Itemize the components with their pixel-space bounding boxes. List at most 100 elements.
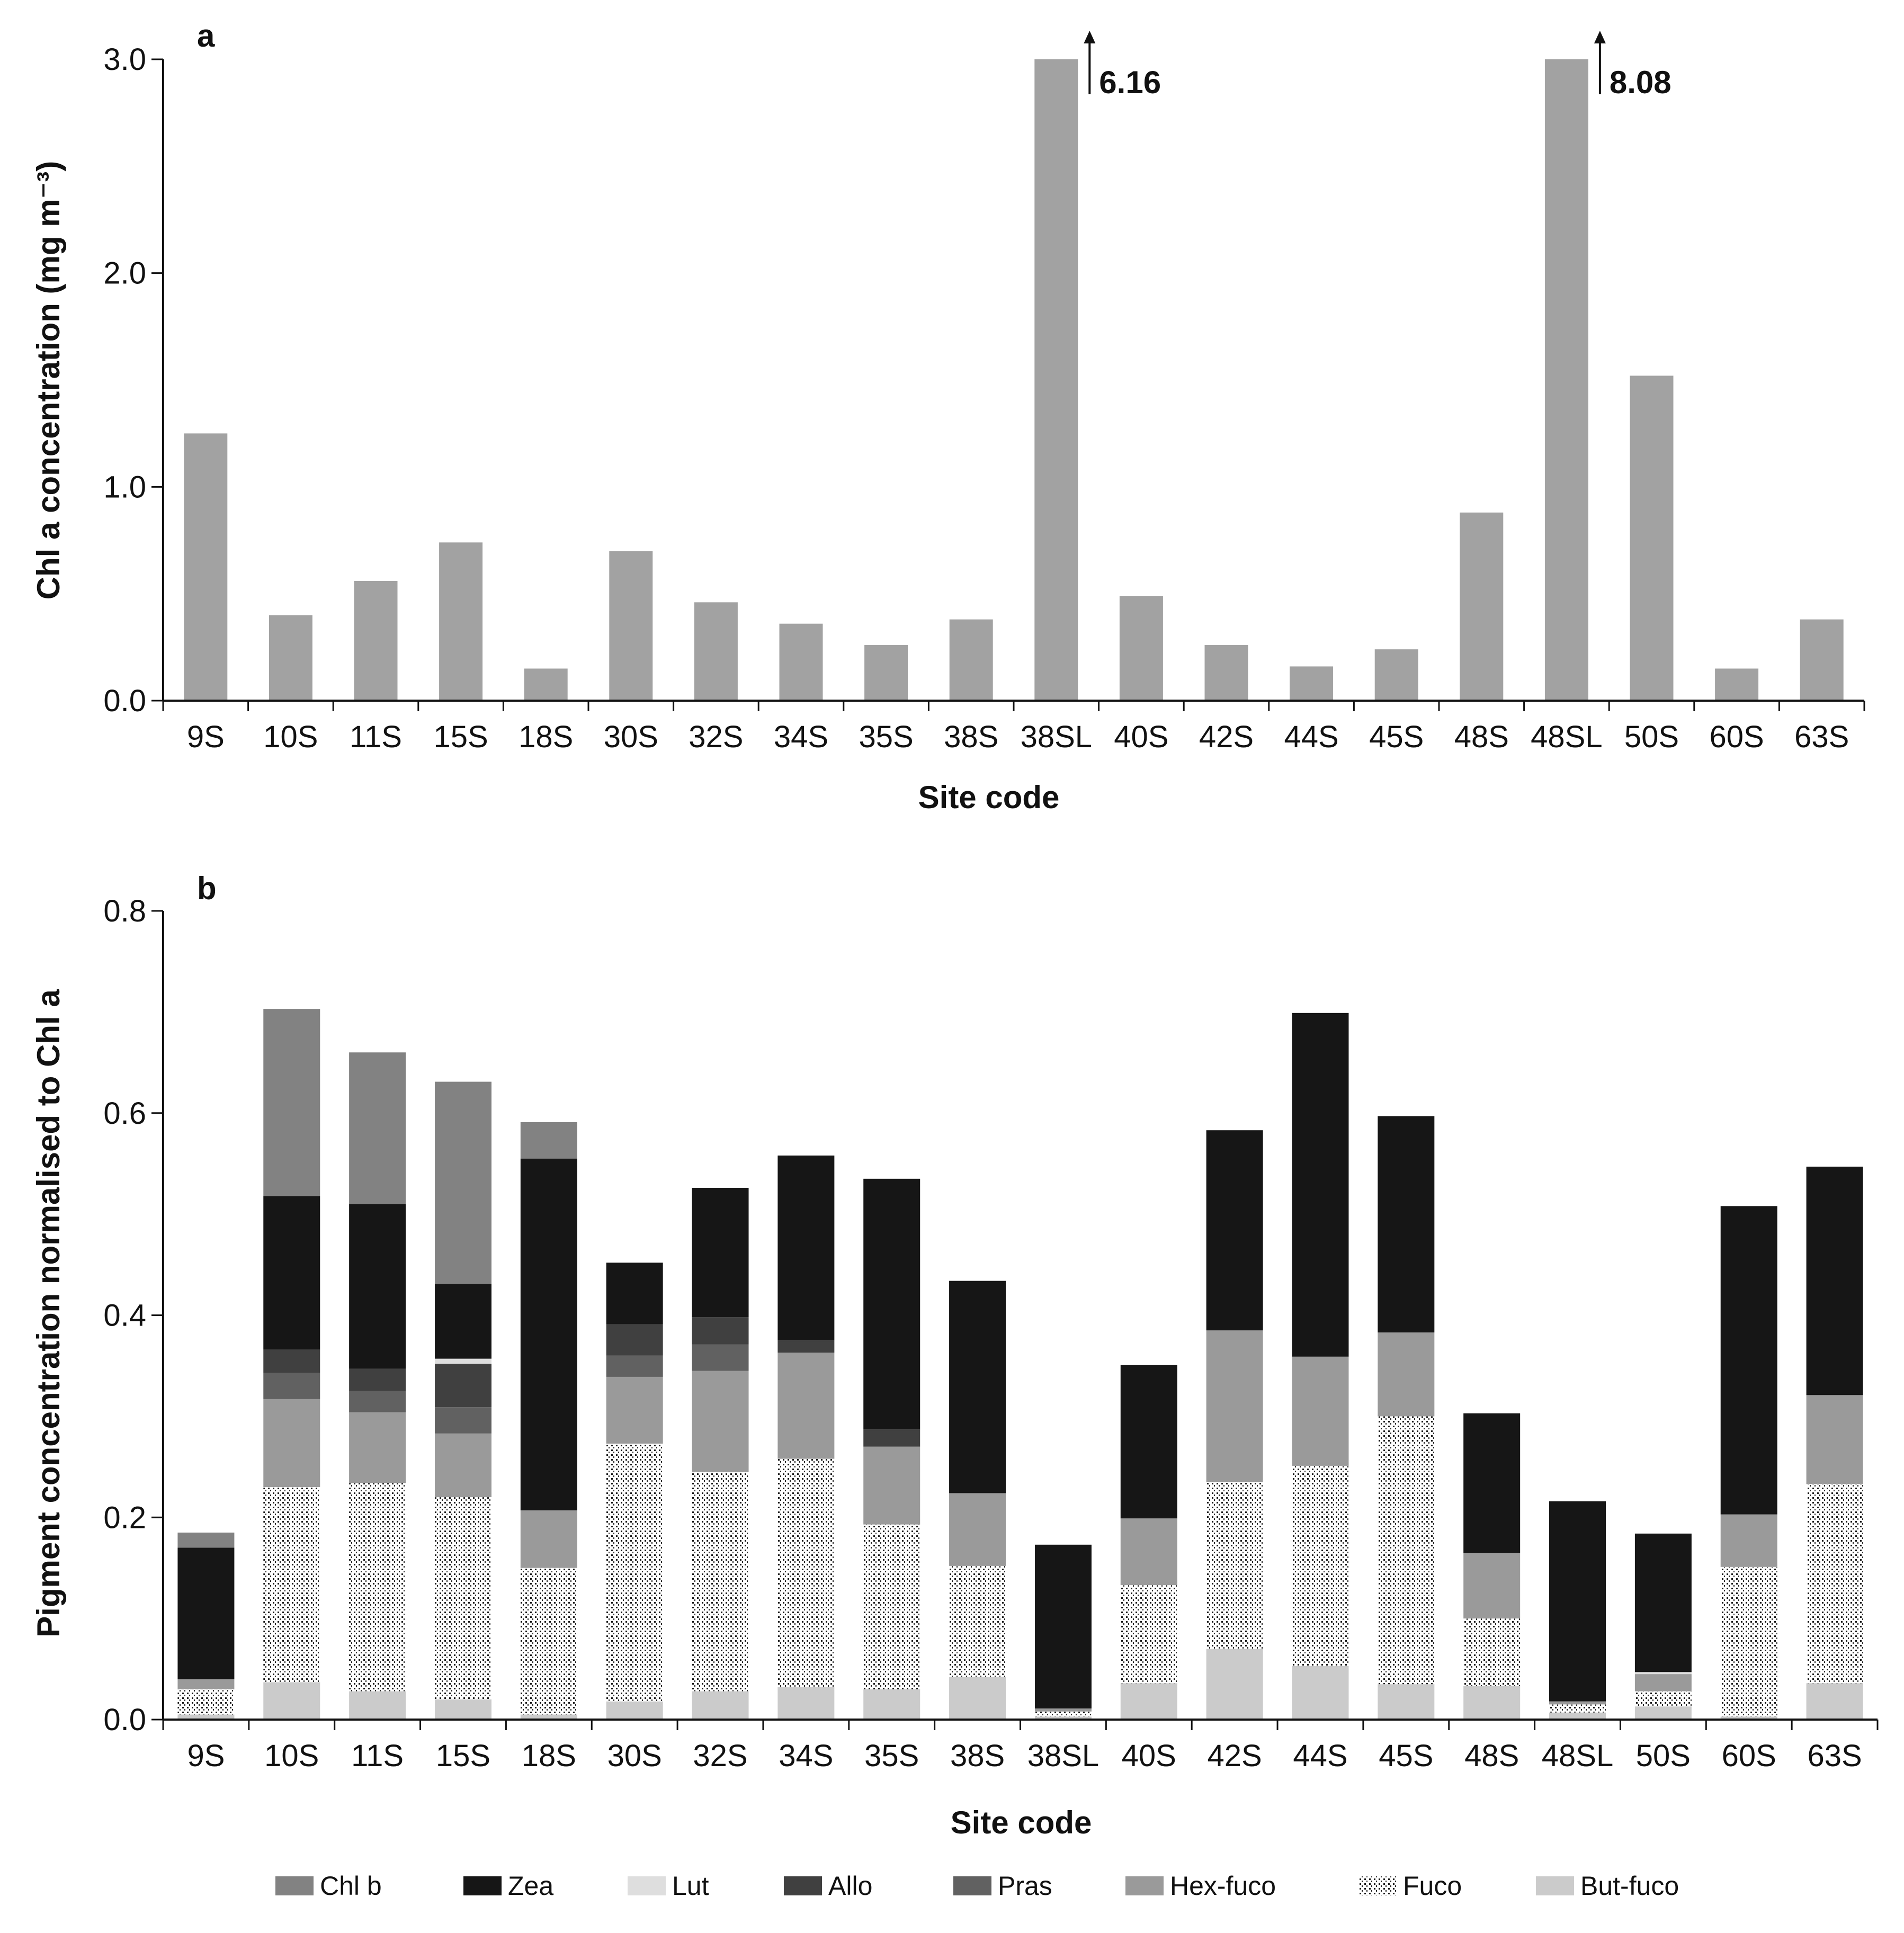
panel-b-x-tick-label: 50S: [1636, 1739, 1691, 1773]
panel-a-bar-44s: [1290, 666, 1334, 701]
panel-b-segment-lut-50s: [1634, 1672, 1692, 1675]
legend-item-pras: Pras: [953, 1871, 1052, 1901]
panel-a-y-ticks: 0.0 1.0 2.0 3.0: [103, 42, 163, 718]
panel-b-segment-zea-10s: [263, 1196, 320, 1350]
panel-a-bar-48sl: [1544, 59, 1588, 701]
panel-b-segment-hex-fuco-50s: [1634, 1674, 1692, 1692]
legend-item-but-fuco: But-fuco: [1536, 1871, 1679, 1901]
legend-item-lut: Lut: [628, 1871, 709, 1901]
panel-b-segment-hex-fuco-40s: [1120, 1518, 1177, 1586]
panel-b-x-tick-label: 9S: [187, 1739, 225, 1773]
panel-b-segment-hex-fuco-48sl: [1549, 1701, 1606, 1705]
panel-b-segment-chl-b-10s: [263, 1009, 320, 1196]
legend-swatch-hex-fuco: [1125, 1876, 1164, 1895]
legend-item-chl-b: Chl b: [275, 1871, 382, 1901]
panel-b-x-tick-label: 15S: [436, 1739, 490, 1773]
panel-b-x-tick-label: 38S: [950, 1739, 1005, 1773]
panel-b-segment-zea-15s: [434, 1284, 491, 1359]
panel-b-segment-fuco-34s: [777, 1458, 835, 1687]
panel-a-x-ticks: 9S 10S 11S 15S 18S 30S 32S 34S 35S 38S 38SL 40S 42S 4…: [162, 701, 1865, 754]
panel-a-x-tick-label: 34S: [774, 720, 828, 754]
panel-b-segment-fuco-11s: [349, 1483, 406, 1692]
panel-b-y-tick-label: 0.0: [103, 1703, 146, 1737]
panel-a-x-tick-label: 10S: [263, 720, 318, 754]
panel-b-segment-but-fuco-10s: [263, 1682, 320, 1720]
panel-b-x-tick-label: 32S: [693, 1739, 747, 1773]
panel-b-segment-fuco-45s: [1378, 1416, 1435, 1685]
panel-a-x-tick-label: 63S: [1794, 720, 1849, 754]
panel-b-segment-hex-fuco-15s: [434, 1433, 491, 1498]
panel-b-segment-hex-fuco-60s: [1720, 1514, 1777, 1567]
panel-b-segment-but-fuco-48s: [1463, 1686, 1521, 1720]
panel-b-segment-hex-fuco-32s: [692, 1371, 749, 1472]
panel-b-segment-but-fuco-50s: [1634, 1706, 1692, 1720]
panel-b-segment-allo-34s: [777, 1340, 835, 1353]
panel-a-x-tick-label: 45S: [1369, 720, 1424, 754]
panel-a-x-tick-label: 48SL: [1531, 720, 1602, 754]
panel-b-x-tick-label: 44S: [1293, 1739, 1347, 1773]
panel-a-overflow-arrowhead: [1594, 31, 1606, 43]
legend-label-pras: Pras: [998, 1871, 1052, 1901]
panel-b-x-tick-label: 35S: [864, 1739, 919, 1773]
panel-a-bar-35s: [864, 645, 908, 701]
panel-a-bar-18s: [524, 668, 568, 701]
panel-b-segment-but-fuco-38s: [949, 1677, 1006, 1720]
panel-b-segment-fuco-40s: [1120, 1585, 1177, 1684]
panel-b-segment-but-fuco-38sl: [1034, 1716, 1092, 1720]
panel-b-segment-hex-fuco-34s: [777, 1353, 835, 1459]
panel-b-segment-hex-fuco-18s: [520, 1510, 577, 1568]
panel-b-segment-zea-42s: [1206, 1130, 1263, 1331]
panel-b-y-axis-title: Pigment concentration normalised to Chl …: [31, 989, 66, 1637]
panel-a-bar-38s: [949, 619, 993, 701]
panel-b-segment-but-fuco-45s: [1378, 1684, 1435, 1720]
panel-b-segment-zea-48sl: [1549, 1501, 1606, 1702]
panel-b-legend: Chl b Zea Lut Allo Pras Hex-fuco Fuco But-fuco: [275, 1871, 1679, 1901]
legend-label-zea: Zea: [508, 1871, 553, 1901]
panel-b-segment-zea-11s: [349, 1204, 406, 1369]
panel-b-segment-hex-fuco-38sl: [1034, 1708, 1092, 1712]
panel-b-segment-pras-30s: [606, 1355, 663, 1377]
panel-b-segment-but-fuco-44s: [1292, 1666, 1349, 1720]
panel-a-bar-32s: [694, 602, 738, 701]
panel-a-bar-9s: [184, 433, 228, 701]
panel-b-x-tick-label: 34S: [779, 1739, 833, 1773]
panel-b-segment-zea-38s: [949, 1281, 1006, 1493]
panel-b-segment-allo-15s: [434, 1364, 491, 1408]
panel-b-segment-fuco-63s: [1806, 1484, 1863, 1684]
panel-b-segment-zea-45s: [1378, 1116, 1435, 1332]
panel-b-x-axis-title: Site code: [951, 1805, 1092, 1840]
panel-b-letter: b: [197, 871, 217, 906]
panel-a-x-axis-title: Site code: [918, 780, 1060, 815]
panel-b-segment-allo-30s: [606, 1324, 663, 1356]
panel-b-segment-but-fuco-15s: [434, 1699, 491, 1720]
panel-a-x-tick-label: 38SL: [1021, 720, 1092, 754]
panel-b-segment-fuco-60s: [1720, 1567, 1777, 1717]
panel-b-y-ticks: 0.0 0.2 0.4 0.6 0.8: [103, 894, 163, 1737]
legend-swatch-zea: [463, 1876, 502, 1895]
panel-a-x-tick-label: 32S: [689, 720, 743, 754]
panel-b-segment-zea-40s: [1120, 1365, 1177, 1519]
panel-b-segment-lut-15s: [434, 1358, 491, 1364]
legend-item-fuco: Fuco: [1358, 1871, 1462, 1901]
panel-b-segment-allo-35s: [863, 1429, 920, 1447]
panel-b-x-tick-label: 10S: [264, 1739, 319, 1773]
panel-a-x-tick-label: 30S: [604, 720, 658, 754]
panel-b-segment-fuco-42s: [1206, 1482, 1263, 1649]
panel-b-segment-fuco-32s: [692, 1472, 749, 1692]
legend-label-allo: Allo: [828, 1871, 872, 1901]
panel-b-segment-hex-fuco-45s: [1378, 1332, 1435, 1417]
panel-a-x-tick-label: 18S: [519, 720, 573, 754]
panel-b-segment-zea-60s: [1720, 1206, 1777, 1515]
panel-b-x-tick-label: 40S: [1122, 1739, 1176, 1773]
panel-a-bar-34s: [779, 623, 823, 701]
panel-b-chart: b 0.0 0.2 0.4 0.6 0.8 9S 10S 11S 15S 18S 30S 32S 34…: [31, 871, 1879, 1901]
panel-b-x-tick-label: 38SL: [1027, 1739, 1099, 1773]
panel-a-x-tick-label: 50S: [1624, 720, 1679, 754]
panel-b-y-tick-label: 0.2: [103, 1500, 146, 1535]
panel-b-segment-fuco-18s: [520, 1568, 577, 1715]
panel-a-x-tick-label: 35S: [859, 720, 913, 754]
panel-b-segment-pras-15s: [434, 1407, 491, 1434]
panel-b-segment-but-fuco-34s: [777, 1687, 835, 1720]
panel-a-bar-48s: [1460, 512, 1504, 701]
panel-a-y-tick-label: 2.0: [103, 256, 146, 291]
